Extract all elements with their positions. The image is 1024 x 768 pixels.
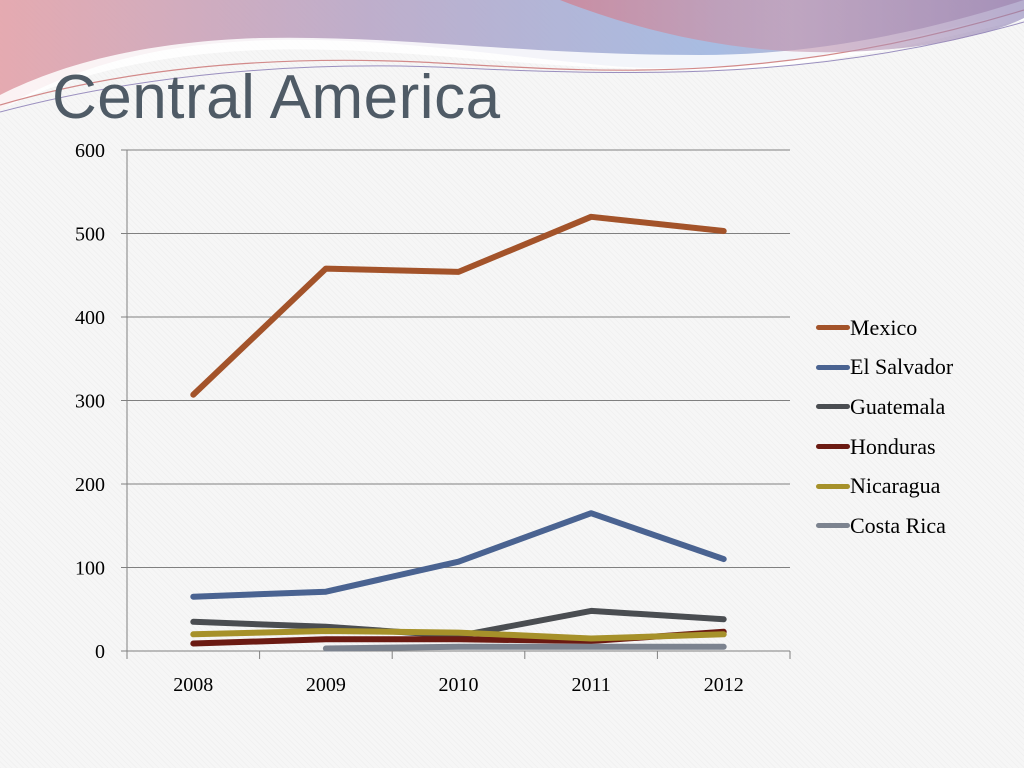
x-tick-label: 2009 (306, 674, 346, 696)
legend-item: Mexico (816, 308, 953, 348)
y-tick-label: 600 (75, 140, 105, 162)
legend-item: El Salvador (816, 348, 953, 388)
legend-item: Guatemala (816, 387, 953, 427)
legend-item: Nicaragua (816, 466, 953, 506)
x-tick-label: 2011 (571, 674, 610, 696)
y-tick-label: 400 (75, 307, 105, 329)
y-tick-label: 500 (75, 224, 105, 246)
x-tick-label: 2008 (173, 674, 213, 696)
legend-label: Honduras (850, 433, 936, 459)
series-line-mexico (190, 213, 727, 398)
legend-swatch (816, 444, 850, 450)
legend-item: Honduras (816, 427, 953, 467)
legend-swatch (816, 523, 850, 529)
chart-legend: Mexico El Salvador Guatemala Honduras Nicara… (816, 308, 953, 546)
legend-label: Mexico (850, 314, 918, 340)
x-tick-label: 2010 (439, 674, 479, 696)
legend-label: Guatemala (850, 393, 946, 419)
slide-title: Central America (52, 63, 501, 132)
legend-item: Costa Rica (816, 506, 953, 546)
y-tick-label: 100 (75, 558, 105, 580)
legend-label: Nicaragua (850, 473, 941, 499)
y-tick-label: 300 (75, 391, 105, 413)
legend-swatch (816, 364, 850, 370)
legend-label: Costa Rica (850, 512, 946, 538)
series-line-costa-rica (322, 643, 727, 652)
legend-swatch (816, 404, 850, 410)
y-tick-label: 200 (75, 474, 105, 496)
legend-swatch (816, 483, 850, 489)
x-tick-label: 2012 (704, 674, 744, 696)
legend-label: El Salvador (850, 354, 954, 380)
legend-swatch (816, 325, 850, 331)
y-tick-label: 0 (95, 641, 105, 663)
series-line-el-salvador (190, 510, 727, 600)
decorative-swoosh (0, 0, 1024, 113)
